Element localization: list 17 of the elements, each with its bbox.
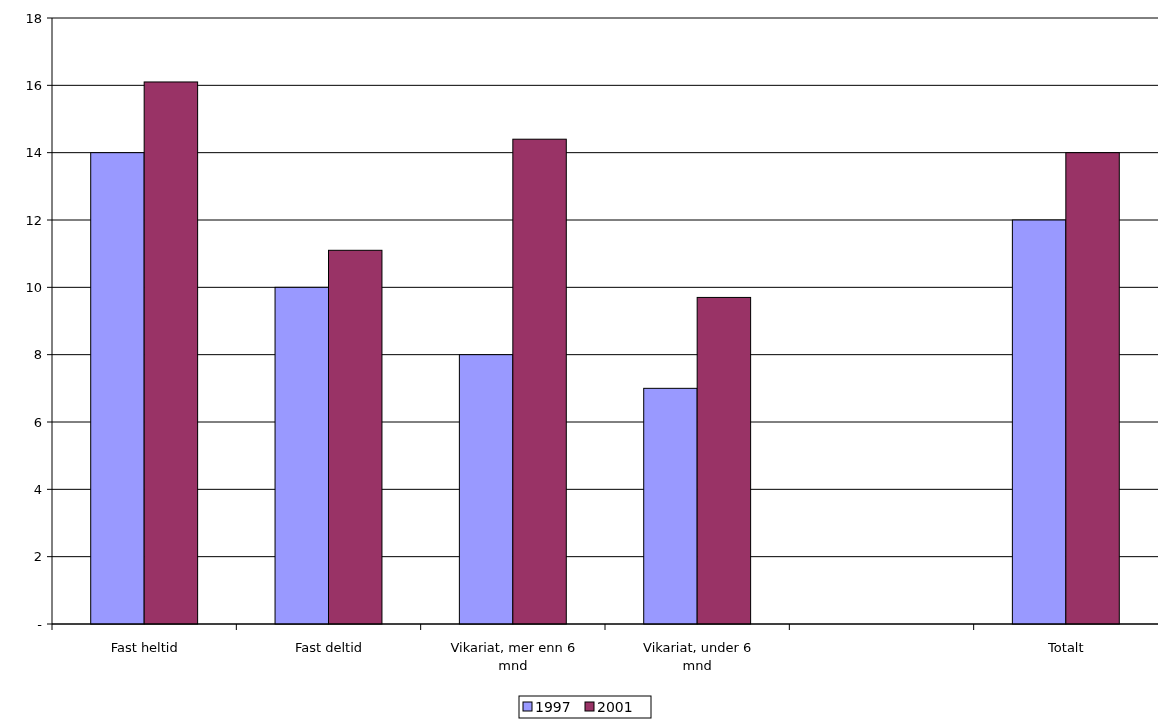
y-tick-label: 12 bbox=[25, 212, 42, 228]
y-tick-label: 14 bbox=[25, 145, 42, 161]
x-tick-label: Fast heltid bbox=[110, 640, 178, 655]
x-tick-label: Totalt bbox=[1047, 640, 1084, 655]
y-tick-label: 2 bbox=[33, 549, 42, 565]
y-tick-label: 6 bbox=[33, 414, 42, 430]
x-tick-label: Vikariat, mer enn 6 mnd bbox=[450, 640, 576, 673]
y-tick-label: 16 bbox=[25, 77, 42, 93]
legend-label: 1997 bbox=[535, 698, 571, 715]
y-tick-label: 10 bbox=[25, 279, 42, 295]
y-tick-label: - bbox=[37, 616, 43, 632]
x-tick-label: Fast deltid bbox=[294, 640, 363, 655]
y-tick-label: 4 bbox=[33, 481, 42, 497]
x-tick-label: Vikariat, under 6 mnd bbox=[643, 640, 752, 673]
y-tick-label: 8 bbox=[33, 347, 42, 363]
legend-label: 2001 bbox=[597, 698, 633, 715]
y-tick-label: 18 bbox=[25, 10, 42, 26]
